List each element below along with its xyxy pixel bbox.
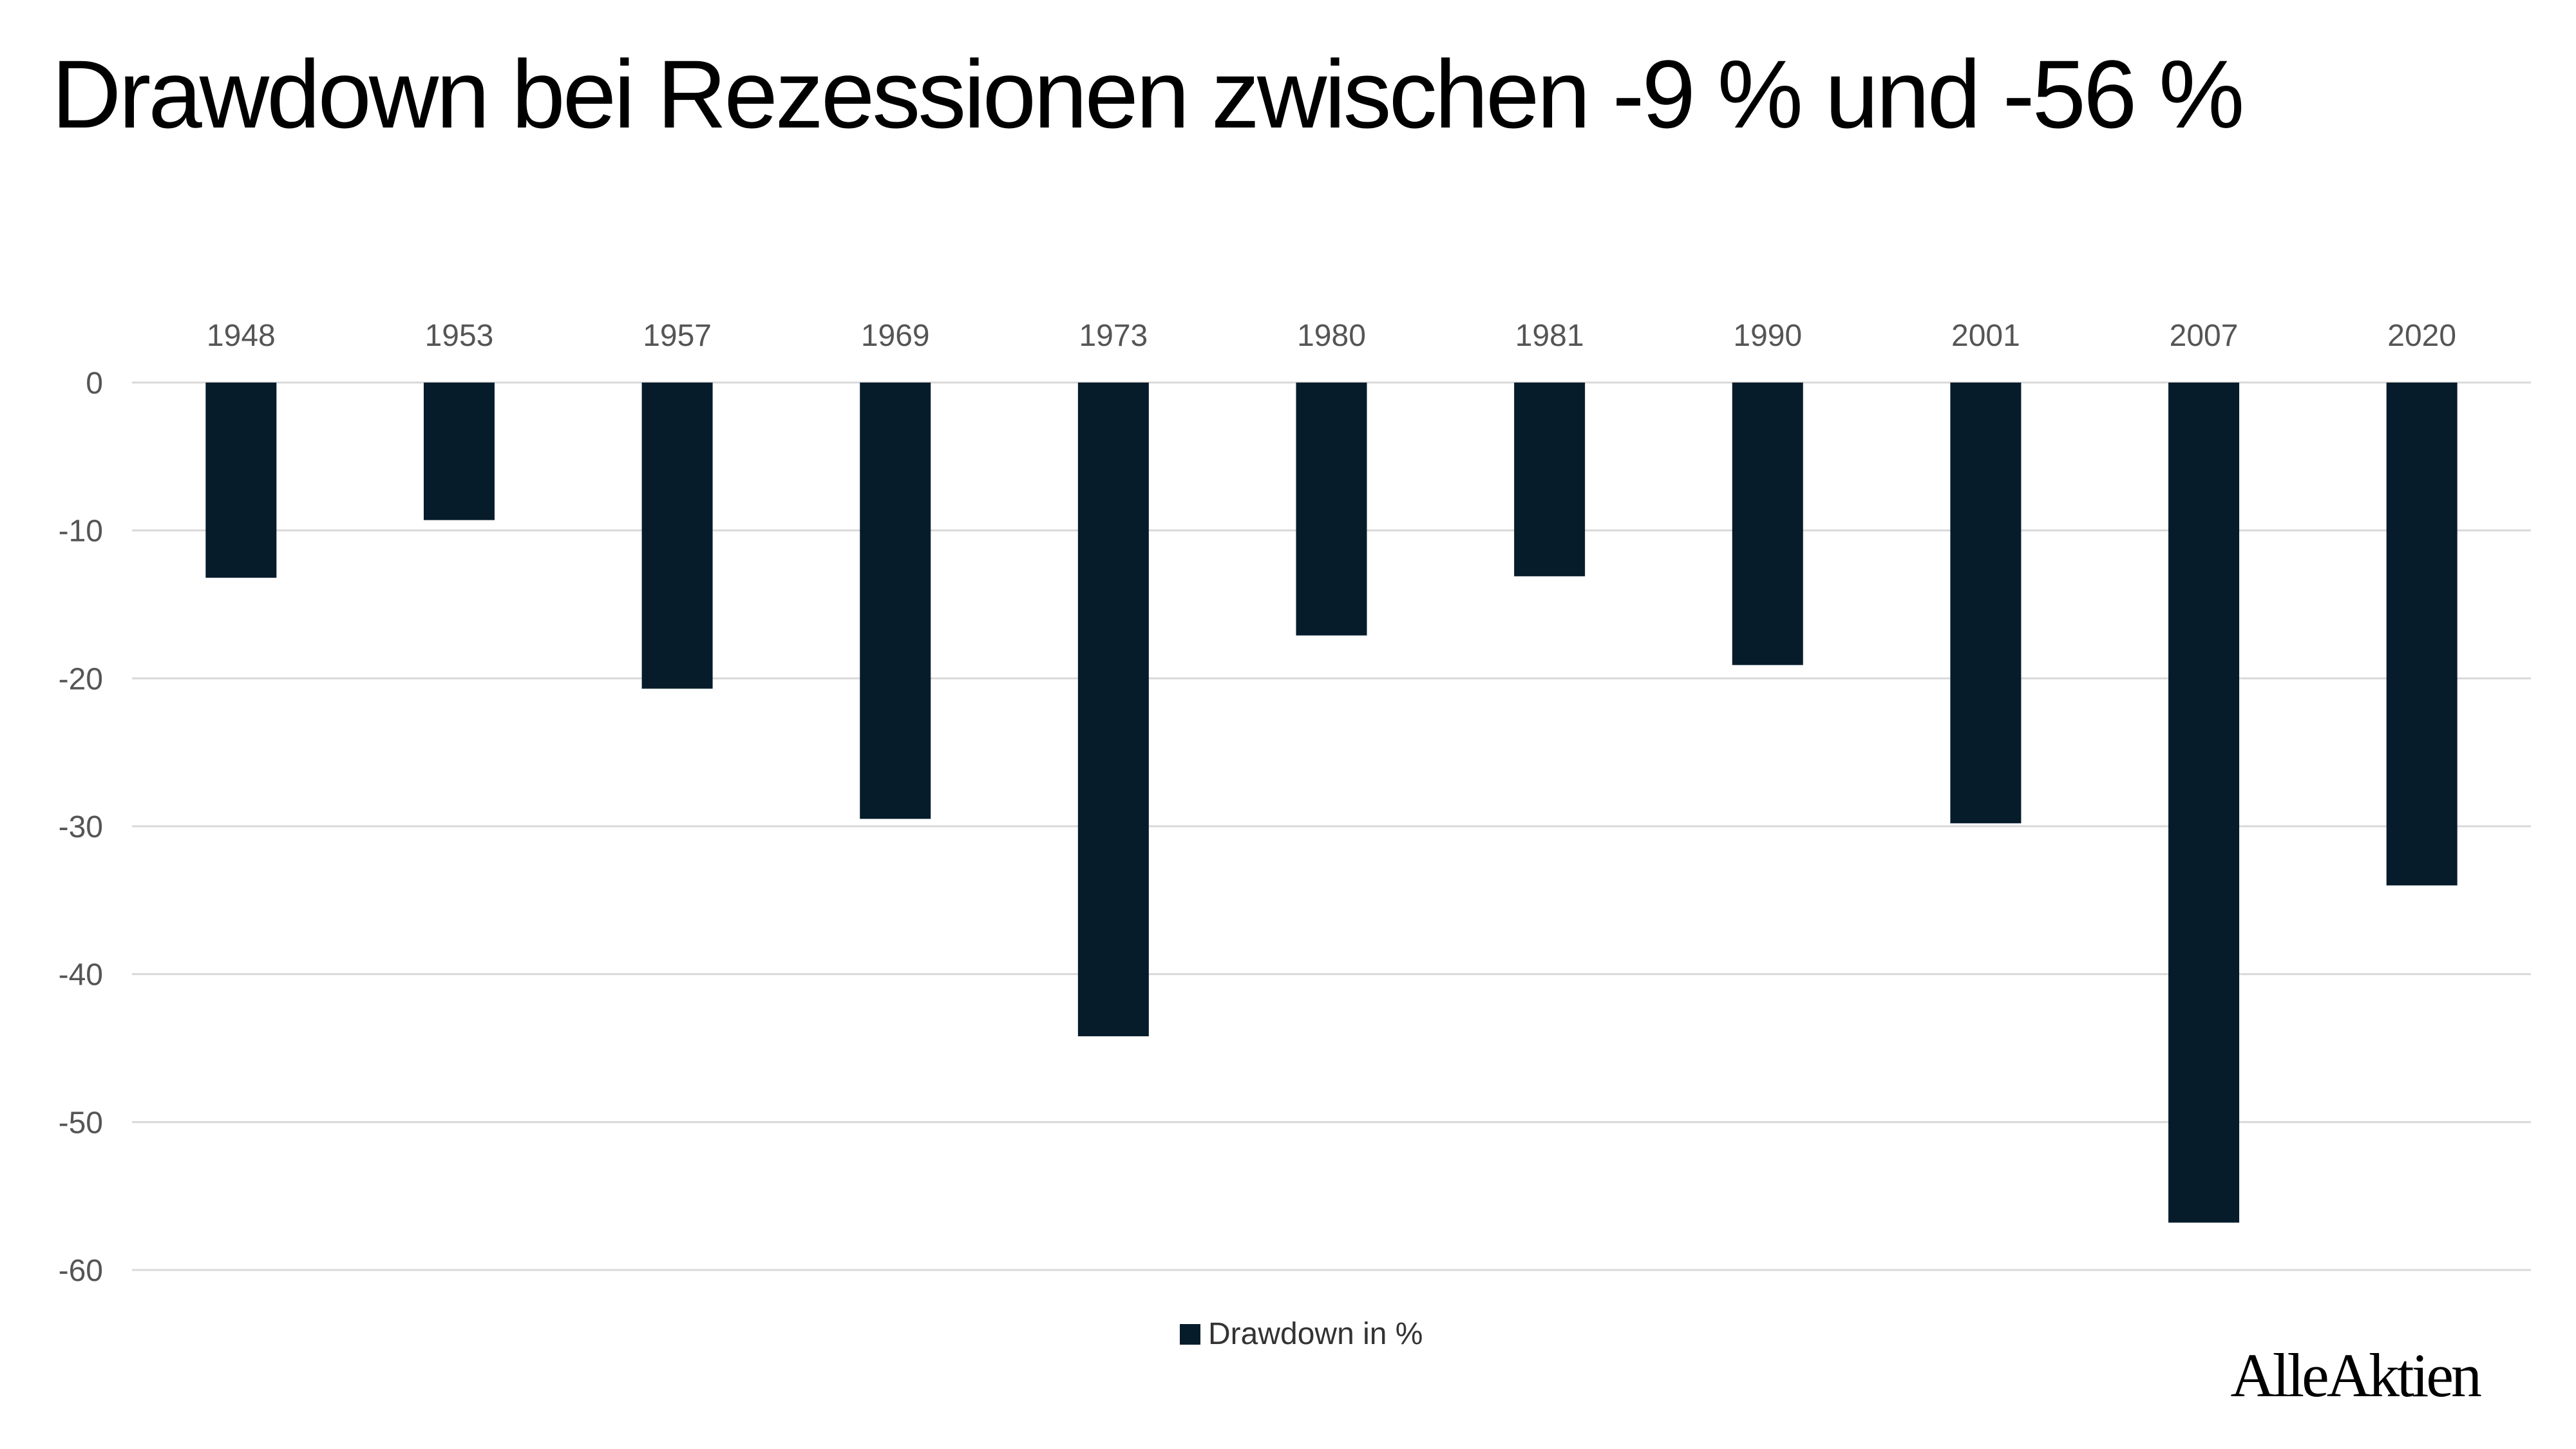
- legend-swatch: [1180, 1324, 1200, 1345]
- y-tick-label: -60: [59, 1254, 103, 1288]
- y-tick-label: -40: [59, 958, 103, 992]
- x-tick-label: 2001: [1951, 319, 2020, 353]
- x-tick-label: 2007: [2170, 319, 2239, 353]
- x-tick-label: 2020: [2387, 319, 2456, 353]
- bar-1957: [641, 383, 713, 689]
- y-tick-label: -50: [59, 1106, 103, 1140]
- y-tick-label: 0: [86, 366, 103, 401]
- bar-1990: [1732, 383, 1803, 665]
- bar-1973: [1077, 383, 1149, 1037]
- brand-logo: AlleAktien: [2230, 1341, 2482, 1410]
- bar-1969: [860, 383, 931, 819]
- bar-2007: [2168, 383, 2240, 1223]
- chart-title: Drawdown bei Rezessionen zwischen -9 % u…: [52, 40, 2244, 148]
- x-tick-label: 1948: [207, 319, 276, 353]
- x-tick-label: 1990: [1733, 319, 1802, 353]
- x-tick-label: 1953: [425, 319, 494, 353]
- x-tick-label: 1973: [1079, 319, 1148, 353]
- x-axis-ticks: 1948 1953 1957 1969 1973 1980 1981 1990 2001 2007…: [207, 319, 2456, 353]
- y-tick-label: -10: [59, 515, 103, 549]
- y-tick-label: -20: [59, 662, 103, 696]
- bar-1980: [1296, 383, 1367, 636]
- bar-2001: [1950, 383, 2022, 824]
- legend: Drawdown in %: [1180, 1317, 1423, 1351]
- bar-1948: [205, 383, 277, 578]
- bar-1953: [423, 383, 495, 520]
- y-axis-ticks: 0 -10 -20 -30 -40 -50 -60: [59, 366, 103, 1288]
- x-tick-label: 1957: [643, 319, 712, 353]
- x-tick-label: 1980: [1297, 319, 1366, 353]
- x-tick-label: 1969: [861, 319, 930, 353]
- bars: [205, 383, 2458, 1223]
- y-tick-label: -30: [59, 810, 103, 844]
- bar-2020: [2386, 383, 2458, 886]
- x-tick-label: 1981: [1515, 319, 1584, 353]
- legend-label: Drawdown in %: [1208, 1317, 1423, 1351]
- bar-1981: [1514, 383, 1586, 576]
